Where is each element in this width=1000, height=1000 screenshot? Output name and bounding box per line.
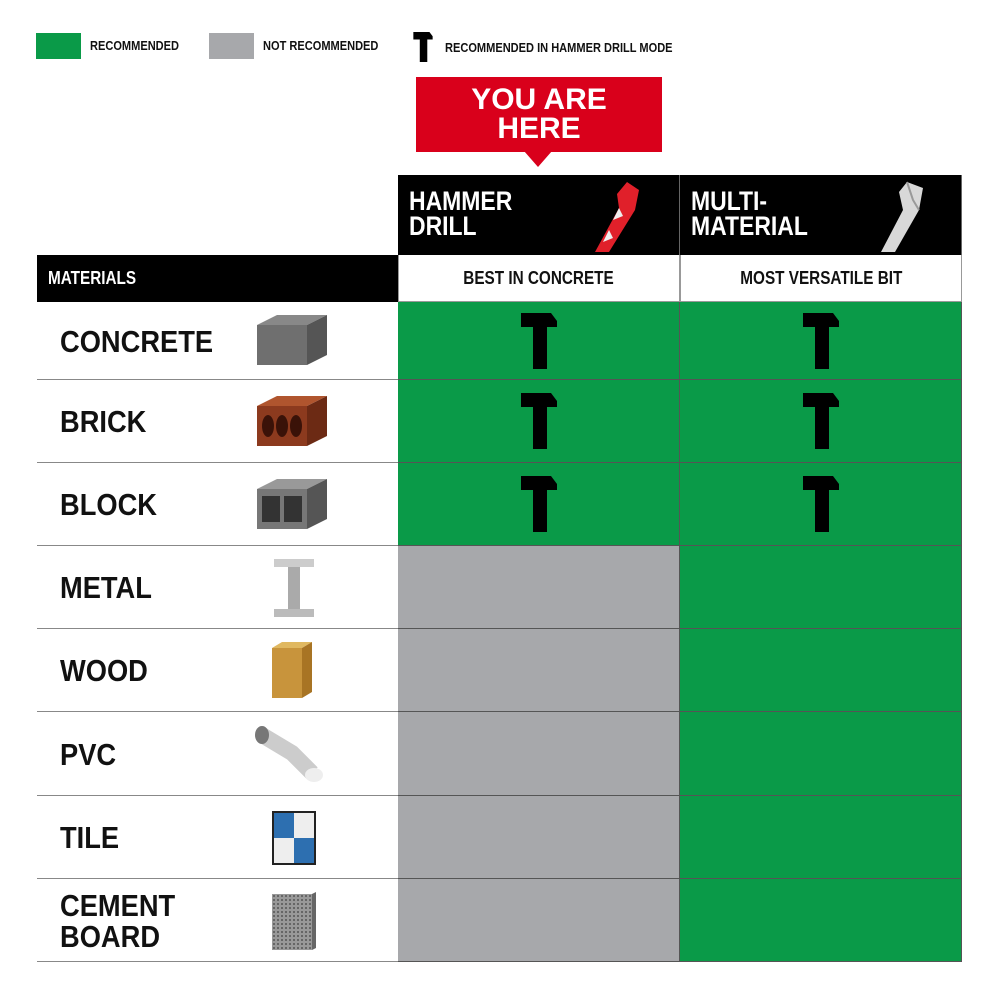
legend-not-recommended-label: NOT RECOMMENDED: [263, 38, 379, 53]
cinder-block-icon: [252, 474, 332, 539]
column-header-hammer-drill: HAMMER DRILL: [398, 175, 680, 255]
column-subtitle-hammer-drill: BEST IN CONCRETE: [398, 255, 680, 302]
hammer-icon: [520, 312, 557, 369]
rating-cell-recommended: [398, 302, 680, 380]
column-header-multi-material: MULTI- MATERIAL: [680, 175, 962, 255]
hammer-icon: [520, 476, 557, 532]
concrete-block-icon: [252, 310, 332, 375]
rating-cell-recommended: [680, 796, 962, 879]
hammer-drill-bit-image: [595, 182, 639, 252]
rating-cell-not-recommended: [398, 546, 680, 629]
material-row-concrete: CONCRETE: [37, 302, 398, 380]
materials-header-label: MATERIALS: [48, 268, 137, 288]
rating-cell-recommended: [680, 380, 962, 463]
material-row-brick: BRICK: [37, 380, 398, 463]
rating-cell-recommended: [680, 629, 962, 712]
material-row-metal: METAL: [37, 546, 398, 629]
rating-cell-recommended: [680, 879, 962, 962]
wood-block-icon: [252, 640, 332, 707]
rating-cell-recommended: [680, 302, 962, 380]
subtitle-text: BEST IN CONCRETE: [463, 267, 615, 288]
material-name: TILE: [60, 820, 120, 855]
rating-cell-recommended: [680, 463, 962, 546]
material-row-block: BLOCK: [37, 463, 398, 546]
rating-cell-not-recommended: [398, 879, 680, 962]
legend-recommended-swatch: [36, 33, 81, 59]
material-name: CONCRETE: [60, 323, 214, 359]
callout-pointer: [524, 151, 552, 167]
rating-cell-recommended: [680, 546, 962, 629]
material-name: PVC: [60, 736, 117, 772]
column-title: MULTI- MATERIAL: [691, 186, 808, 241]
pvc-pipe-icon: [252, 723, 332, 790]
material-row-cement-board: CEMENT BOARD: [37, 879, 398, 962]
cement-board-icon: [252, 890, 332, 957]
rating-cell-not-recommended: [398, 712, 680, 796]
material-row-tile: TILE: [37, 796, 398, 879]
material-name: METAL: [60, 570, 152, 605]
material-name: BRICK: [60, 404, 147, 439]
hammer-icon: [413, 32, 433, 62]
rating-cell-recommended: [680, 712, 962, 796]
callout-text: YOU ARE HERE: [471, 83, 607, 145]
legend-recommended-label: RECOMMENDED: [90, 38, 180, 53]
material-row-pvc: PVC: [37, 712, 398, 796]
column-subtitle-multi-material: MOST VERSATILE BIT: [680, 255, 962, 302]
material-name: WOOD: [60, 653, 148, 688]
legend-not-recommended-swatch: [209, 33, 254, 59]
hammer-icon: [802, 312, 839, 369]
subtitle-text: MOST VERSATILE BIT: [739, 267, 903, 288]
rating-cell-not-recommended: [398, 629, 680, 712]
you-are-here-callout: YOU ARE HERE: [416, 77, 662, 152]
rating-cell-recommended: [398, 380, 680, 463]
rating-cell-not-recommended: [398, 796, 680, 879]
hammer-icon: [802, 393, 839, 449]
tile-icon: [252, 807, 332, 874]
materials-header: MATERIALS: [37, 255, 398, 302]
legend-hammer-label: RECOMMENDED IN HAMMER DRILL MODE: [445, 40, 673, 55]
i-beam-icon: [252, 557, 332, 624]
material-name: CEMENT BOARD: [60, 887, 176, 954]
brick-icon: [252, 391, 332, 456]
material-name: BLOCK: [60, 487, 157, 522]
column-title: HAMMER DRILL: [409, 186, 513, 241]
hammer-icon: [520, 393, 557, 449]
multi-material-bit-image: [881, 181, 923, 252]
material-row-wood: WOOD: [37, 629, 398, 712]
hammer-icon: [802, 476, 839, 532]
rating-cell-recommended: [398, 463, 680, 546]
